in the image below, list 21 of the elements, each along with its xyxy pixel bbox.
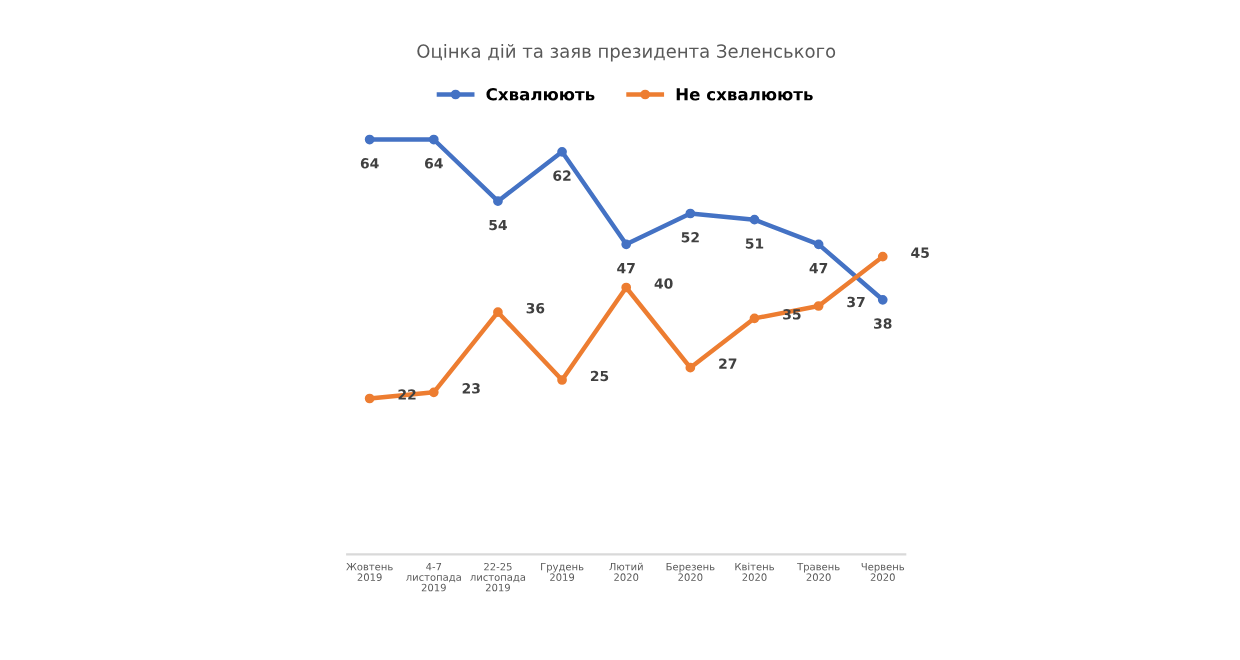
point [557,375,567,385]
point [428,134,439,145]
point [685,208,696,219]
point [364,134,375,145]
point [813,239,824,250]
chart-title: Оцінка дій та заяв президента Зеленського [417,43,836,62]
point [557,146,567,157]
point [877,251,888,262]
point [685,362,696,373]
point [428,387,439,398]
point [493,196,503,207]
point [877,294,888,305]
point [493,307,503,318]
point [749,214,760,225]
point [621,282,632,293]
point [813,301,824,311]
point [749,313,760,324]
legend-label: Не схвалюють [676,88,813,101]
point [364,393,375,404]
point [621,239,632,250]
legend-label: Схвалюють [486,87,595,101]
